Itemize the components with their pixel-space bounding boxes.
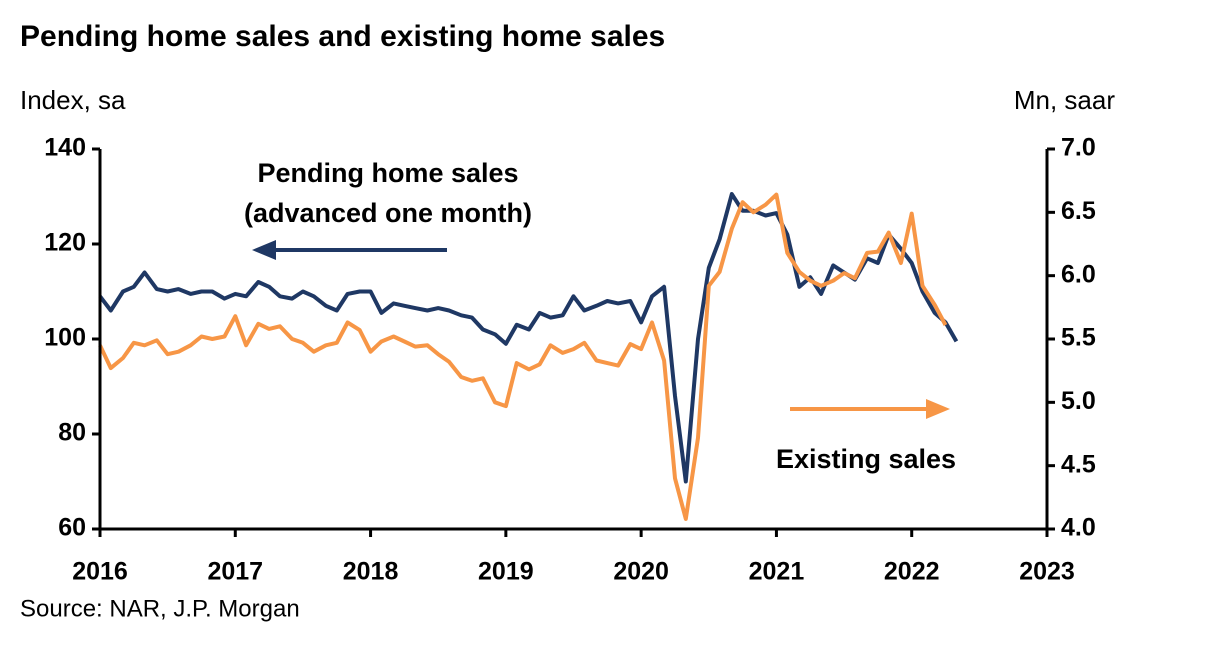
y2-tick-label: 6.0 [1061,260,1096,288]
y-tick-label: 80 [58,419,86,447]
y2-tick-label: 5.0 [1061,387,1096,415]
x-tick-label: 2016 [72,558,128,586]
y2-tick-label: 4.5 [1061,450,1096,478]
x-tick-label: 2017 [207,558,263,586]
y-tick-label: 60 [58,514,86,542]
y-axis-label: Index, sa [20,85,126,115]
y-tick-label: 140 [44,134,86,162]
y-tick-label: 120 [44,229,86,257]
series-line [98,192,959,484]
y2-tick-label: 5.5 [1061,324,1096,352]
x-tick-label: 2018 [343,558,399,586]
annotation: (advanced one month) [244,198,532,228]
annotation: Pending home sales [257,158,518,188]
pending-arrow [252,240,447,260]
y2-tick-label: 4.0 [1061,514,1096,542]
y2-tick-label: 6.5 [1061,197,1096,225]
y2-tick-label: 7.0 [1061,134,1096,162]
annotation: Existing sales [776,444,956,474]
x-tick-label: 2020 [613,558,669,586]
series-line [98,192,948,521]
x-tick-label: 2022 [884,558,940,586]
x-tick-label: 2023 [1019,558,1075,586]
existing-arrow [790,399,950,419]
y-tick-label: 100 [44,324,86,352]
chart-title: Pending home sales and existing home sal… [20,20,665,53]
plot-area: 60 80 100 120 140 4.0 4.5 5.0 5.5 6.0 6.5 7.0 2016 20… [44,134,1096,586]
x-tick-label: 2021 [749,558,805,586]
x-tick-label: 2019 [478,558,534,586]
source: Source: NAR, J.P. Morgan [20,595,300,622]
y2-axis-label: Mn, saar [1014,85,1115,115]
